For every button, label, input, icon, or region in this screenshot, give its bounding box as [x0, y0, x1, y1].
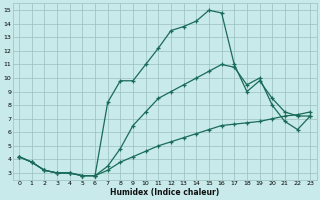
X-axis label: Humidex (Indice chaleur): Humidex (Indice chaleur) — [110, 188, 219, 197]
